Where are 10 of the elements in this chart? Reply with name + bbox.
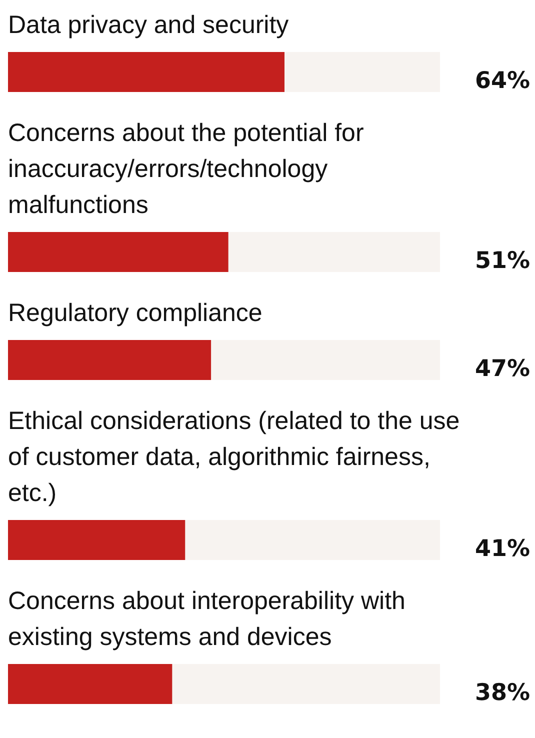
- data-label: 47%: [474, 356, 530, 382]
- data-label: 41%: [474, 536, 530, 562]
- y-tick-label: Concerns about the potential for inaccuracy/errors/technology malfunctions: [8, 119, 364, 219]
- y-tick-label: Ethical considerations (related to the use of customer data, algorithmic fairness, etc.): [8, 407, 460, 507]
- data-label: 64%: [474, 68, 530, 94]
- y-tick-label: Regulatory compliance: [8, 299, 262, 327]
- data-label: 38%: [474, 680, 530, 706]
- data-label: 51%: [474, 248, 530, 274]
- y-tick-label: Data privacy and security: [8, 11, 290, 39]
- y-tick-label: Concerns about interoperability with existing systems and devices: [8, 587, 406, 651]
